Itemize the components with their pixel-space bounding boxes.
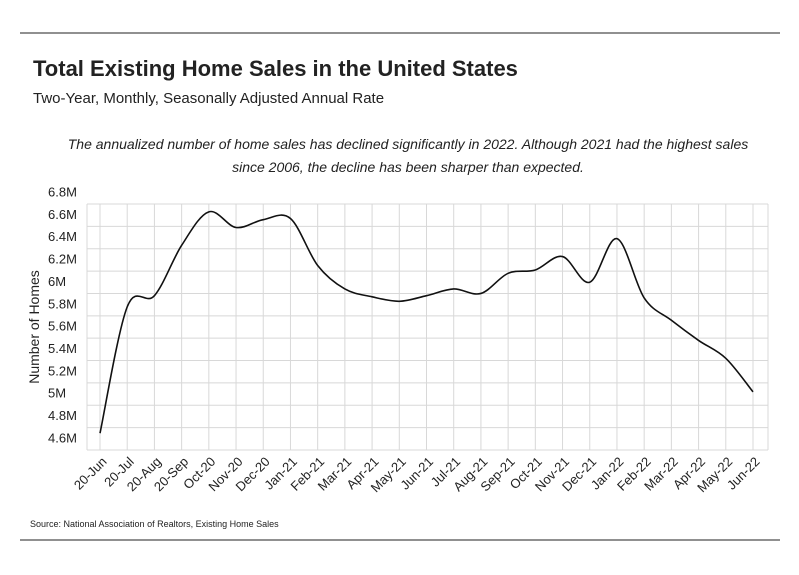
y-tick-label: 6.6M: [48, 207, 77, 222]
y-tick-label: 4.8M: [48, 408, 77, 423]
y-tick-label: 5M: [48, 386, 66, 401]
annotation: The annualized number of home sales has …: [68, 136, 749, 152]
data-line: [99, 210, 754, 434]
y-tick-label: 6M: [48, 274, 66, 289]
source: Source: National Association of Realtors…: [30, 519, 279, 529]
y-tick-label: 5.4M: [48, 341, 77, 356]
y-tick-label: 5.8M: [48, 296, 77, 311]
y-tick-label: 4.6M: [48, 430, 77, 445]
y-tick-label: 6.8M: [48, 184, 77, 199]
x-tick-label: 20-Jun: [71, 454, 110, 493]
y-axis-label: Number of Homes: [26, 270, 42, 384]
y-tick-label: 5.6M: [48, 319, 77, 334]
y-tick-label: 5.2M: [48, 363, 77, 378]
y-tick-label: 6.2M: [48, 252, 77, 267]
y-tick-label: 6.4M: [48, 229, 77, 244]
chart-subtitle: Two-Year, Monthly, Seasonally Adjusted A…: [33, 90, 384, 107]
chart-title: Total Existing Home Sales in the United …: [33, 56, 518, 81]
annotation: since 2006, the decline has been sharper…: [232, 159, 584, 175]
